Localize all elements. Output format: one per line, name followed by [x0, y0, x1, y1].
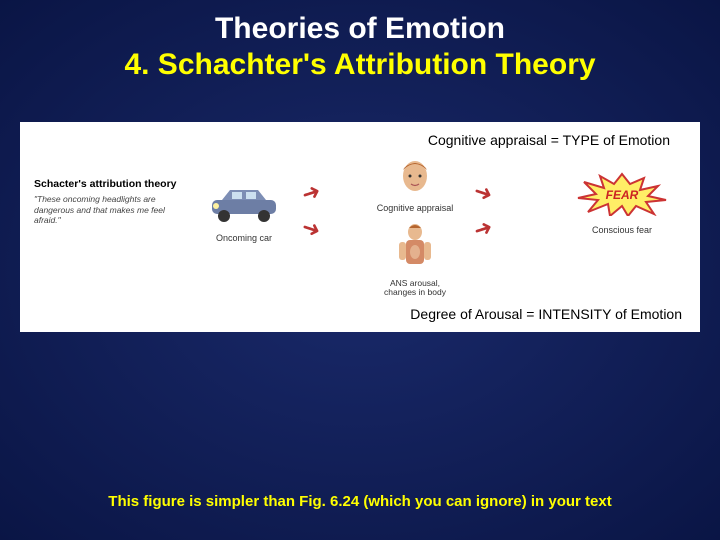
- arrow-icon: ➜: [298, 214, 324, 244]
- body-label: ANS arousal, changes in body: [376, 279, 454, 298]
- arrow-icon: ➜: [470, 178, 496, 208]
- svg-text:FEAR: FEAR: [606, 188, 639, 202]
- car-label: Oncoming car: [204, 233, 284, 243]
- head-label: Cognitive appraisal: [376, 203, 454, 213]
- theory-quote: "These oncoming headlights are dangerous…: [34, 194, 184, 226]
- arrow-icon: ➜: [298, 178, 324, 208]
- title-line2: 4. Schachter's Attribution Theory: [0, 48, 720, 82]
- fear-caption: Conscious fear: [576, 225, 668, 235]
- annotation-bottom: Degree of Arousal = INTENSITY of Emotion: [410, 306, 682, 322]
- head-node: Cognitive appraisal: [376, 158, 454, 213]
- figure-panel: Cognitive appraisal = TYPE of Emotion De…: [20, 122, 700, 332]
- car-node: Oncoming car: [204, 184, 284, 243]
- body-icon: [391, 222, 439, 272]
- body-node: ANS arousal, changes in body: [376, 222, 454, 298]
- footer-note: This figure is simpler than Fig. 6.24 (w…: [0, 493, 720, 510]
- theory-label: Schacter's attribution theory: [34, 178, 177, 190]
- title-line1: Theories of Emotion: [0, 12, 720, 46]
- burst-icon: FEAR: [576, 172, 668, 216]
- annotation-top: Cognitive appraisal = TYPE of Emotion: [428, 132, 670, 148]
- car-icon: [204, 184, 284, 224]
- fear-node: FEAR Conscious fear: [576, 172, 668, 235]
- diagram: Schacter's attribution theory "These onc…: [34, 160, 686, 300]
- head-icon: [394, 158, 436, 196]
- arrow-icon: ➜: [470, 214, 496, 244]
